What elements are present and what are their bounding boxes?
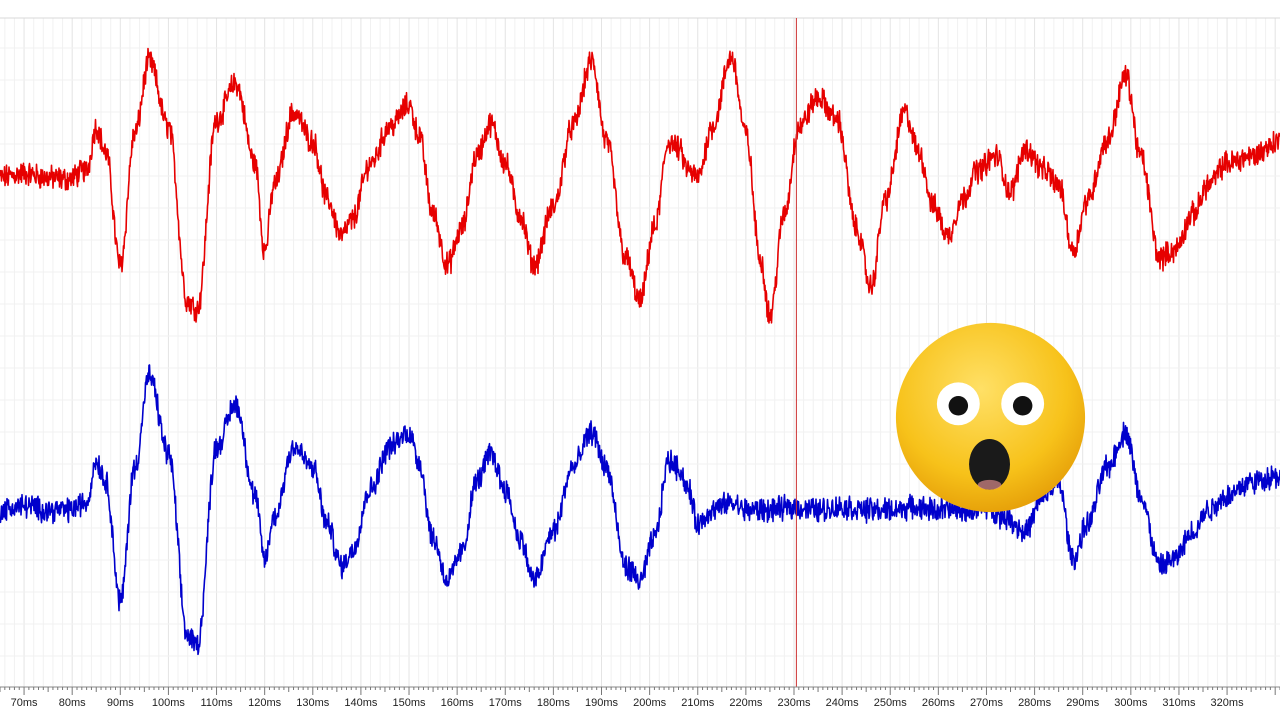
x-tick-label: 180ms <box>537 697 571 709</box>
x-tick-label: 280ms <box>1018 697 1052 709</box>
x-tick-label: 100ms <box>152 697 186 709</box>
x-tick-label: 90ms <box>107 697 134 709</box>
x-tick-label: 190ms <box>585 697 619 709</box>
x-tick-label: 220ms <box>729 697 763 709</box>
x-tick-label: 270ms <box>970 697 1004 709</box>
x-axis-ticks: 70ms 80ms 90ms 100ms 110ms 120ms 130ms 140ms 150… <box>0 687 1280 709</box>
x-tick-label: 160ms <box>441 697 475 709</box>
x-tick-label: 230ms <box>777 697 811 709</box>
x-tick-label: 120ms <box>248 697 282 709</box>
x-tick-label: 260ms <box>922 697 956 709</box>
emoji-tongue <box>977 479 1002 490</box>
emoji-open-mouth <box>969 438 1010 490</box>
x-tick-label: 200ms <box>633 697 667 709</box>
x-tick-label: 290ms <box>1066 697 1100 709</box>
x-tick-label: 320ms <box>1211 697 1245 709</box>
x-tick-label: 150ms <box>393 697 427 709</box>
emoji-face <box>895 322 1086 513</box>
x-tick-label: 130ms <box>296 697 330 709</box>
x-tick-label: 310ms <box>1162 697 1196 709</box>
series-layer <box>0 47 1280 656</box>
x-tick-label: 140ms <box>344 697 378 709</box>
grid-lines <box>0 18 1280 687</box>
emoji-left-pupil <box>948 396 969 416</box>
x-tick-label: 210ms <box>681 697 715 709</box>
x-tick-label: 170ms <box>489 697 523 709</box>
series-line-1 <box>0 47 1280 324</box>
astonished-face-icon <box>895 322 1086 513</box>
x-tick-label: 70ms <box>11 697 38 709</box>
x-tick-label: 80ms <box>59 697 86 709</box>
x-tick-label: 240ms <box>826 697 860 709</box>
x-tick-label: 110ms <box>200 697 233 709</box>
series-line-2 <box>0 364 1280 656</box>
x-tick-label: 250ms <box>874 697 908 709</box>
emoji-right-pupil <box>1012 396 1033 416</box>
x-tick-label: 300ms <box>1114 697 1148 709</box>
